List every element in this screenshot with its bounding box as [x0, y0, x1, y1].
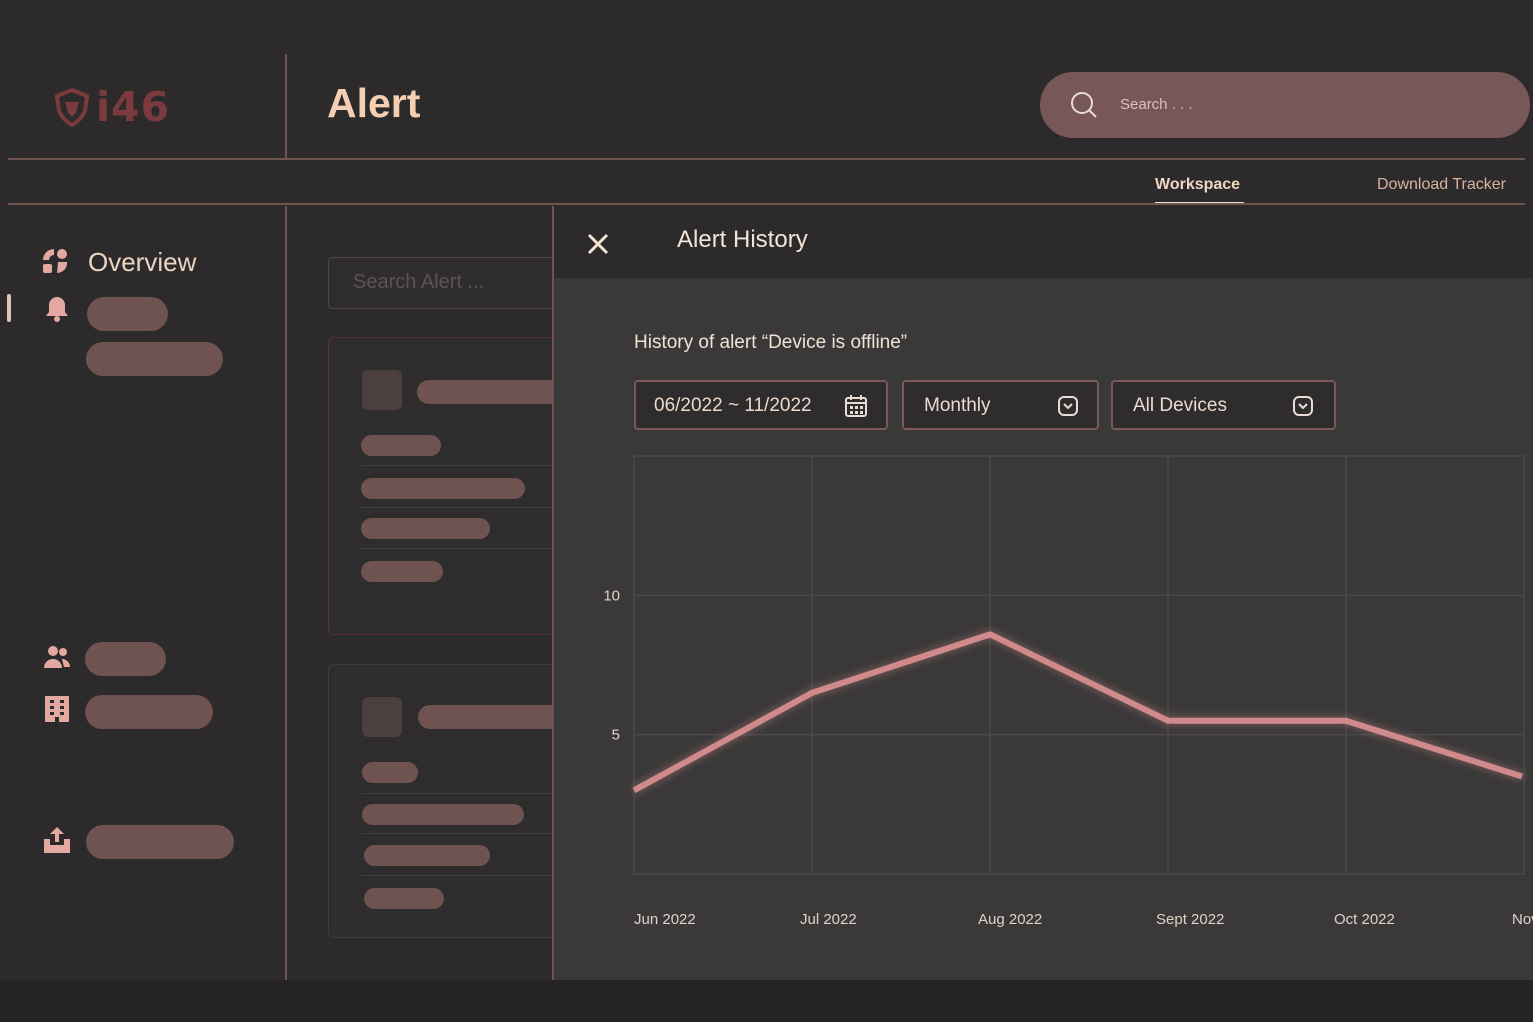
devices-value: All Devices	[1133, 395, 1227, 416]
chart-series	[631, 628, 1524, 795]
page-title: Alert	[327, 80, 421, 126]
card-text-placeholder	[361, 478, 525, 499]
card-divider	[361, 507, 569, 508]
search-icon	[1071, 92, 1097, 118]
card-text-placeholder	[364, 888, 444, 909]
sidebar-label-placeholder	[85, 695, 213, 729]
devices-select[interactable]: All Devices	[1111, 380, 1336, 430]
alert-card[interactable]	[328, 664, 570, 938]
card-text-placeholder	[362, 762, 418, 783]
sidebar-label-placeholder	[87, 297, 168, 331]
chart-grid	[633, 455, 1525, 875]
x-axis-ticks: Jun 2022 Jul 2022 Aug 2022 Sept 2022 Oct 202…	[634, 911, 1533, 928]
device-thumbnail	[362, 370, 402, 410]
bell-icon	[46, 297, 68, 322]
card-divider	[361, 548, 569, 549]
header-divider	[285, 54, 287, 160]
chevron-down-icon	[1293, 396, 1313, 416]
series-line	[632, 631, 1523, 794]
active-nav-indicator	[7, 294, 11, 322]
panel-title: Alert History	[677, 226, 808, 253]
card-text-placeholder	[361, 518, 490, 539]
sidebar-item-label[interactable]: Overview	[88, 247, 197, 277]
tab-workspace[interactable]: Workspace	[1155, 176, 1241, 193]
panel-header	[554, 206, 1533, 278]
bottom-strip	[0, 980, 1533, 1022]
date-range-picker[interactable]: 06/2022 ~ 11/2022	[634, 380, 888, 430]
period-select[interactable]: Monthly	[902, 380, 1099, 430]
card-divider	[361, 465, 569, 466]
sidebar-item-alerts[interactable]	[42, 294, 72, 329]
period-value: Monthly	[924, 395, 991, 416]
tab-download-tracker[interactable]: Download Tracker	[1377, 176, 1506, 193]
alert-card[interactable]	[328, 337, 570, 635]
sidebar-sublabel-placeholder	[86, 342, 223, 376]
sidebar-label-placeholder	[86, 825, 234, 859]
users-icon	[44, 646, 70, 668]
card-text-placeholder	[361, 435, 441, 456]
alert-history-panel: Alert History History of alert “Device i…	[552, 206, 1533, 980]
upload-icon	[44, 827, 70, 853]
card-text-placeholder	[361, 561, 443, 582]
chevron-down-icon	[1058, 396, 1078, 416]
history-label: History of alert “Device is offline”	[634, 332, 908, 353]
date-range-value: 06/2022 ~ 11/2022	[654, 395, 812, 416]
close-icon[interactable]	[582, 228, 614, 260]
sidebar-divider	[285, 206, 287, 980]
x-tick-label: Jul 2022	[800, 911, 857, 928]
shield-logo-icon	[54, 87, 90, 127]
tabs-divider-line	[8, 203, 1525, 205]
card-text-placeholder	[364, 845, 490, 866]
alert-search-input[interactable]: Search Alert ...	[328, 257, 570, 309]
alert-search-placeholder: Search Alert ...	[353, 271, 485, 293]
calendar-icon	[845, 395, 867, 417]
device-thumbnail	[362, 697, 402, 737]
y-axis-ticks: 5 10	[603, 587, 620, 743]
plot-frame	[633, 455, 1525, 875]
sidebar-item-upload[interactable]	[42, 825, 72, 860]
card-title-placeholder	[417, 380, 567, 404]
x-tick-label: Jun 2022	[634, 911, 696, 928]
y-tick-label: 10	[603, 587, 620, 604]
x-tick-label: Sept 2022	[1156, 911, 1224, 928]
building-icon	[45, 696, 69, 722]
card-divider	[362, 833, 569, 834]
sidebar-item-buildings[interactable]	[42, 694, 72, 729]
sidebar-item-users[interactable]	[42, 642, 72, 677]
card-text-placeholder	[362, 804, 524, 825]
x-tick-label: Nov 2022	[1512, 911, 1533, 928]
logo: i46	[52, 83, 171, 131]
search-bar[interactable]: Search . . .	[1040, 72, 1530, 138]
search-input[interactable]: Search . . .	[1120, 96, 1193, 113]
card-divider	[362, 793, 569, 794]
card-title-placeholder	[418, 705, 568, 729]
logo-text: i46	[96, 83, 171, 131]
sidebar-item-overview[interactable]	[40, 246, 70, 281]
card-divider	[362, 875, 569, 876]
x-tick-label: Aug 2022	[978, 911, 1042, 928]
sidebar-label-placeholder	[85, 642, 166, 676]
y-tick-label: 5	[612, 727, 620, 744]
series-line-glow	[631, 628, 1524, 795]
alert-history-chart: 5 10 Jun 2022 Jul 2022 Aug 2022 Sept 2022 Oct…	[603, 455, 1533, 928]
x-tick-label: Oct 2022	[1334, 911, 1395, 928]
header-divider-line	[8, 158, 1525, 160]
overview-icon	[43, 249, 68, 274]
